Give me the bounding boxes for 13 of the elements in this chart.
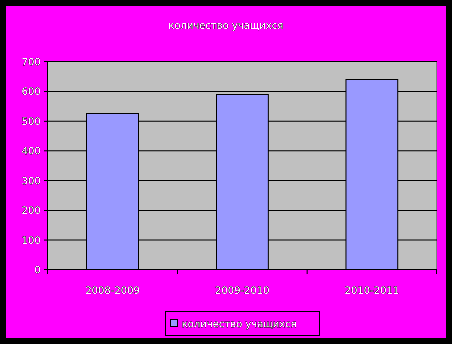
y-tick-label: 200 xyxy=(22,206,41,218)
x-tick-label: 2010-2011 xyxy=(344,286,400,297)
y-tick-label: 300 xyxy=(22,176,41,188)
y-tick-label: 400 xyxy=(22,146,41,158)
x-tick-label: 2008-2009 xyxy=(86,286,140,297)
y-tick-label: 600 xyxy=(22,87,41,98)
y-tick-label: 500 xyxy=(22,116,41,128)
chart-title: количество учащихся xyxy=(168,21,284,32)
legend-label: количество учащихся xyxy=(182,320,297,330)
y-tick-label: 0 xyxy=(34,266,41,276)
y-tick-label: 700 xyxy=(22,58,41,68)
y-tick-label: 100 xyxy=(22,236,41,247)
x-tick-label: 2009-2010 xyxy=(215,286,270,297)
